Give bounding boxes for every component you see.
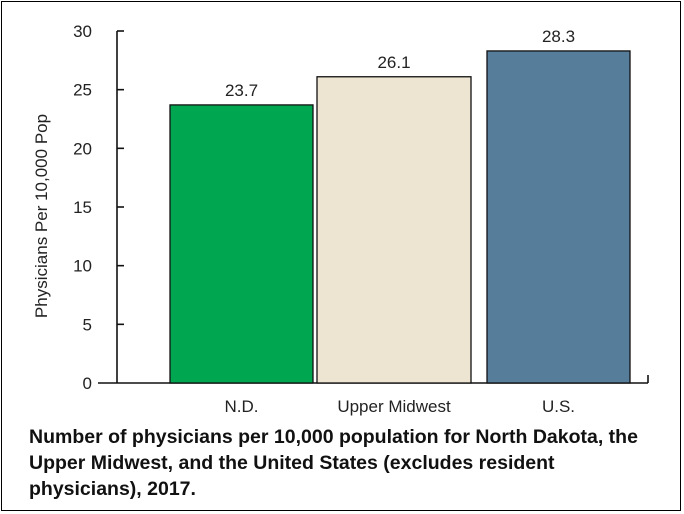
category-label-1: N.D.	[225, 397, 259, 416]
bar-3	[486, 50, 631, 384]
category-label-2: Upper Midwest	[337, 397, 451, 416]
y-axis-label: Physicians Per 10,000 Pop	[32, 114, 51, 318]
bar-2	[316, 76, 472, 384]
value-label-2: 26.1	[377, 53, 410, 72]
y-tick-label-0: 0	[83, 374, 92, 393]
y-tick-label-10: 10	[73, 257, 92, 276]
category-label-3: U.S.	[542, 397, 575, 416]
y-tick-label-25: 25	[73, 81, 92, 100]
bar-1	[169, 104, 314, 384]
figure-caption: Number of physicians per 10,000 populati…	[29, 426, 638, 500]
y-tick-label-30: 30	[73, 22, 92, 41]
value-label-1: 23.7	[225, 81, 258, 100]
y-tick-label-20: 20	[73, 139, 92, 158]
y-tick-label-15: 15	[73, 198, 92, 217]
value-label-3: 28.3	[542, 27, 575, 46]
y-tick-label-5: 5	[83, 315, 92, 334]
